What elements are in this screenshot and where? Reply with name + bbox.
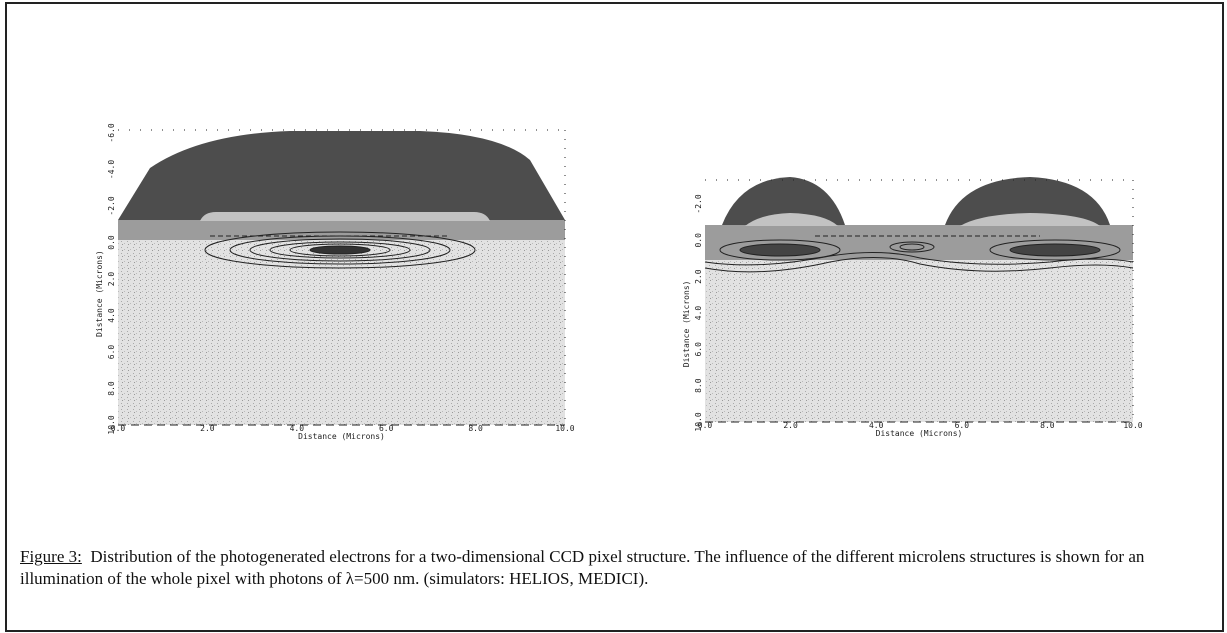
- x-tick-label: 4.0: [869, 421, 884, 430]
- y-tick-label: 0.0: [107, 235, 116, 250]
- y-tick-label: 10.0: [107, 415, 116, 434]
- y-tick-label: 6.0: [107, 345, 116, 360]
- y-tick-label: 10.0: [694, 412, 703, 431]
- x-tick-label: 6.0: [955, 421, 970, 430]
- y-tick-label: 4.0: [107, 308, 116, 323]
- x-tick-label: 6.0: [379, 424, 394, 433]
- y-tick-label: 4.0: [694, 306, 703, 321]
- plot-left: [118, 129, 566, 426]
- figure-plots: 0.0 2.0 4.0 6.0 8.0 10.0 -6.0 -4.0 -2.0 0.0 2.0 4.0…: [95, 123, 1143, 441]
- y-axis-label: Distance (Microns): [682, 281, 691, 368]
- y-axis-label: Distance (Microns): [95, 250, 104, 337]
- x-tick-label: 4.0: [290, 424, 305, 433]
- y-tick-label: 0.0: [694, 233, 703, 248]
- y-tick-label: -2.0: [694, 194, 703, 213]
- figure-frame: [5, 2, 1224, 632]
- x-tick-label: 8.0: [468, 424, 483, 433]
- x-tick-label: 0.0: [698, 421, 713, 430]
- plot-right: [704, 177, 1134, 423]
- x-tick-label: 2.0: [783, 421, 798, 430]
- figure-caption: Figure 3: Distribution of the photogener…: [20, 546, 1220, 590]
- x-tick-label: 8.0: [1040, 421, 1055, 430]
- x-tick-label: 0.0: [111, 424, 126, 433]
- y-tick-label: 6.0: [694, 342, 703, 357]
- x-tick-label: 2.0: [200, 424, 215, 433]
- x-tick-label: 10.0: [1123, 421, 1142, 430]
- y-tick-label: 2.0: [107, 272, 116, 287]
- y-tick-label: 8.0: [107, 381, 116, 396]
- y-tick-label: -6.0: [107, 123, 116, 142]
- y-tick-label: -4.0: [107, 160, 116, 179]
- y-tick-label: 8.0: [694, 378, 703, 393]
- y-tick-label: 2.0: [694, 269, 703, 284]
- x-axis-label: Distance (Microns): [298, 432, 385, 441]
- y-tick-label: -2.0: [107, 196, 116, 215]
- x-axis-label: Distance (Microns): [876, 429, 963, 438]
- caption-label: Figure 3:: [20, 547, 82, 566]
- x-tick-label: 10.0: [555, 424, 574, 433]
- caption-text: Distribution of the photogenerated elect…: [20, 547, 1145, 588]
